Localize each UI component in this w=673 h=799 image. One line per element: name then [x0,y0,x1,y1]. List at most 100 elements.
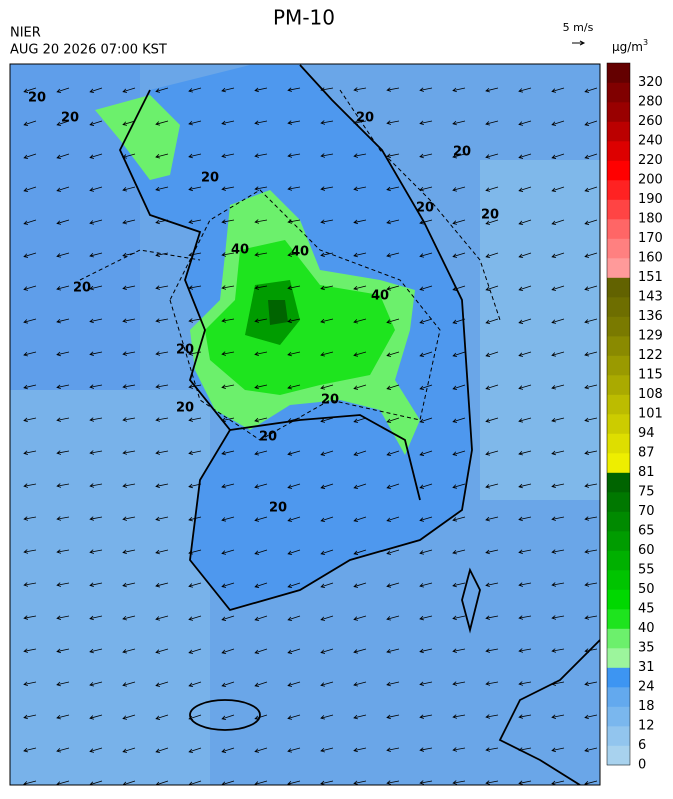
wind-arrow [353,615,367,621]
wind-arrow [56,615,70,620]
sea-field [480,160,600,500]
colorbar-label: 75 [638,485,655,500]
wind-arrow [320,219,334,224]
colorbar-segment [607,706,630,727]
wind-arrow [584,582,598,587]
island [461,567,481,634]
wind-arrow [254,351,268,357]
wind-arrow [518,648,532,653]
contours [79,89,501,441]
border [229,414,421,501]
wind-arrow [188,549,202,555]
wind-arrow [353,648,367,654]
timestamp: AUG 20 2026 07:00 KST [10,43,167,58]
wind-arrow [122,417,136,422]
wind-arrow [254,153,268,158]
wind-arrow [56,747,70,753]
wind-arrow [122,615,136,621]
wind-arrow [122,87,136,93]
wind-arrow [155,615,169,621]
coastline [119,64,600,785]
wind-arrow [287,747,301,753]
wind-arrow [584,186,598,193]
wind-arrow [23,153,37,160]
wind-arrow [254,87,268,93]
wind-arrow [89,252,103,258]
wind-arrow [254,285,268,290]
wind-arrow [287,252,301,257]
contour [79,249,201,281]
wind-arrow [56,351,70,357]
wind-arrow [188,483,202,489]
wind-arrow [419,780,433,785]
wind-arrow [551,351,565,357]
wind-arrow [320,417,334,423]
wind-arrow [287,417,301,423]
wind-arrow [386,87,400,92]
wind-arrow [221,318,235,323]
wind-arrow [89,87,103,93]
wind-arrow [122,648,136,654]
wind-arrow [23,186,37,192]
wind-arrow [320,714,334,720]
wind-arrow [419,450,433,456]
wind-arrow [320,582,334,588]
wind-arrow [122,516,136,521]
wind-arrow [551,582,565,587]
colorbar-segment [607,550,630,571]
wind-arrow [452,318,466,325]
wind-arrow [89,681,103,687]
wind-arrow [221,417,235,423]
wind-arrow [188,153,202,159]
wind-arrow [485,549,499,555]
wind-arrow [551,747,565,753]
wind-arrow [320,483,334,489]
wind-arrow [386,384,400,390]
wind-arrow [56,681,70,687]
colorbar-label: 94 [638,426,655,441]
pm-area [268,300,288,325]
wind-arrow [485,450,499,456]
wind-arrow [287,549,301,555]
wind-arrow [23,450,37,455]
wind-arrow [254,252,268,257]
colorbar-label: 129 [638,329,663,344]
wind-arrow [188,318,202,323]
wind-arrow [254,120,268,125]
wind-arrow [56,582,70,587]
colorbar-segment [607,414,630,434]
wind-arrow [23,318,37,324]
wind-arrow [56,285,70,291]
colorbar-label: 220 [638,153,663,168]
sea-field [10,390,210,785]
wind-arrow [320,186,334,191]
wind-arrow [254,384,268,390]
wind-arrow [287,351,301,357]
wind-arrow [353,285,367,291]
wind-arrow [551,450,565,456]
colorbar-segment [607,141,630,161]
wind-arrow [485,747,499,752]
wind-arrow [23,549,37,554]
wind-arrow [56,87,70,94]
wind-arrow [23,615,37,620]
wind-arrow [485,516,499,522]
wind-arrow [254,417,268,423]
wind-arrow [287,285,301,290]
wind-arrow [353,153,367,158]
wind-arrow [221,615,235,621]
wind-arrow [551,120,565,126]
contour-label: 20 [481,208,499,223]
wind-arrow [155,549,169,555]
wind-arrow [56,516,70,521]
wind-arrow [221,483,235,489]
wind-arrow [551,219,565,226]
wind-arrow [518,417,532,423]
japan-coast [498,639,600,785]
wind-arrow [56,417,70,422]
wind-arrow [320,153,334,158]
wind-arrow [386,450,400,457]
wind-arrow [452,780,466,785]
wind-arrow [23,219,37,225]
